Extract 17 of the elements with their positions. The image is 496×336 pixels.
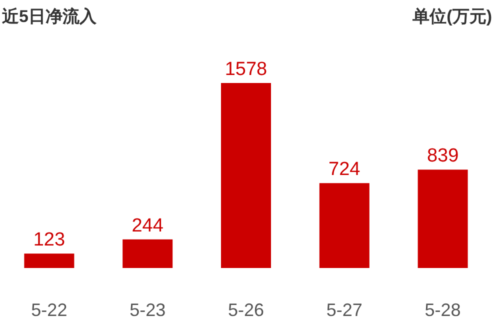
x-tick-label: 5-22 (31, 300, 68, 320)
x-tick-label: 5-26 (228, 300, 264, 320)
data-label: 724 (328, 159, 361, 180)
bar (319, 183, 370, 268)
data-label: 1578 (224, 59, 268, 80)
data-label: 839 (426, 146, 459, 167)
bar (418, 170, 468, 268)
x-tick-label: 5-28 (424, 300, 461, 320)
chart-subtitle: 单位(万元) (412, 7, 492, 26)
data-label: 244 (132, 215, 164, 236)
bar (24, 254, 74, 268)
x-tick-label: 5-27 (326, 300, 362, 320)
bar (122, 239, 173, 268)
x-tick-label: 5-23 (130, 300, 166, 320)
chart-title: 近5日净流入 (1, 7, 98, 26)
bar (221, 83, 271, 268)
data-label: 123 (33, 230, 66, 251)
